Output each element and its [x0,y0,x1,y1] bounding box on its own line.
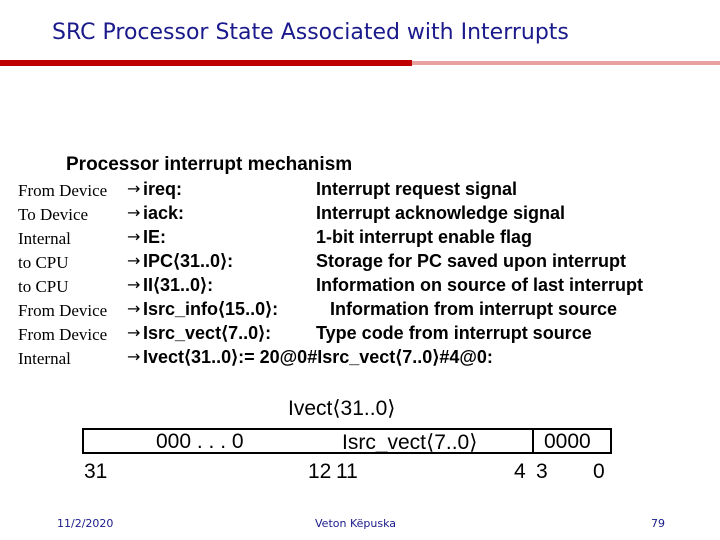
signal-name: II⟨31..0⟩: [143,275,214,295]
signal-source: to CPU [18,277,69,296]
signal-row: to CPU → IPC⟨31..0⟩: Storage for PC save… [0,251,720,275]
right-arrow-icon: → [127,299,141,318]
signal-source: Internal [18,349,71,368]
footer-page-number: 79 [651,517,665,530]
right-arrow-icon: → [127,203,141,222]
right-arrow-icon: → [127,347,141,366]
right-arrow-icon: → [127,227,141,246]
signal-name: ireq: [143,179,183,199]
signal-name: iack: [143,203,185,223]
register-title: Ivect⟨31..0⟩ [288,397,396,420]
signal-name: Ivect⟨31..0⟩:= 20@0#Isrc_vect⟨7..0⟩#4@0: [143,347,493,367]
title-underline-light [412,61,720,65]
right-arrow-icon: → [127,275,141,294]
signal-description: Interrupt request signal [316,179,518,199]
register-field-zeros-high: 000 . . . 0 [156,430,244,453]
field-divider [532,430,534,452]
signal-row: Internal → IE: 1-bit interrupt enable fl… [0,227,720,251]
slide-title: SRC Processor State Associated with Inte… [52,20,569,45]
signal-source: Internal [18,229,71,248]
section-heading: Processor interrupt mechanism [66,154,353,175]
signal-name: Isrc_info⟨15..0⟩: [143,299,279,319]
signal-source: To Device [18,205,89,224]
bit-label: 31 [84,460,108,483]
signal-row: From Device → Isrc_vect⟨7..0⟩: Type code… [0,323,720,347]
signal-source: to CPU [18,253,69,272]
bit-label: 4 [514,460,526,483]
register-field-zeros-low: 0000 [544,430,591,453]
signal-description: Interrupt acknowledge signal [316,203,566,223]
right-arrow-icon: → [127,251,141,270]
signal-row: to CPU → II⟨31..0⟩: Information on sourc… [0,275,720,299]
signal-source: From Device [18,181,108,200]
bit-label: 3 [536,460,548,483]
footer-date: 11/2/2020 [57,517,114,530]
signal-description: Type code from interrupt source [316,323,592,343]
right-arrow-icon: → [127,179,141,198]
signal-description: Storage for PC saved upon interrupt [316,251,627,271]
register-diagram: 000 . . . 0 Isrc_vect⟨7..0⟩ 0000 [82,428,612,454]
signal-name: Isrc_vect⟨7..0⟩: [143,323,272,343]
footer-author: Veton Këpuska [315,517,396,530]
right-arrow-icon: → [127,323,141,342]
signal-name: IE: [143,227,167,247]
title-underline-dark [0,60,412,66]
signal-source: From Device [18,301,108,320]
signal-source: From Device [18,325,108,344]
bit-label: 12 [308,460,332,483]
signal-row: Internal → Ivect⟨31..0⟩:= 20@0#Isrc_vect… [0,347,720,371]
signal-row: From Device → Isrc_info⟨15..0⟩: Informat… [0,299,720,323]
signal-description: Information from interrupt source [330,299,618,319]
signal-description: Information on source of last interrupt [316,275,644,295]
register-field-isrc-vect: Isrc_vect⟨7..0⟩ [342,431,478,454]
signal-name: IPC⟨31..0⟩: [143,251,234,271]
signal-description: 1-bit interrupt enable flag [316,227,533,247]
bit-label: 0 [593,460,605,483]
signal-row: From Device → ireq: Interrupt request si… [0,179,720,203]
bit-label: 11 [336,460,358,483]
signal-row: To Device → iack: Interrupt acknowledge … [0,203,720,227]
